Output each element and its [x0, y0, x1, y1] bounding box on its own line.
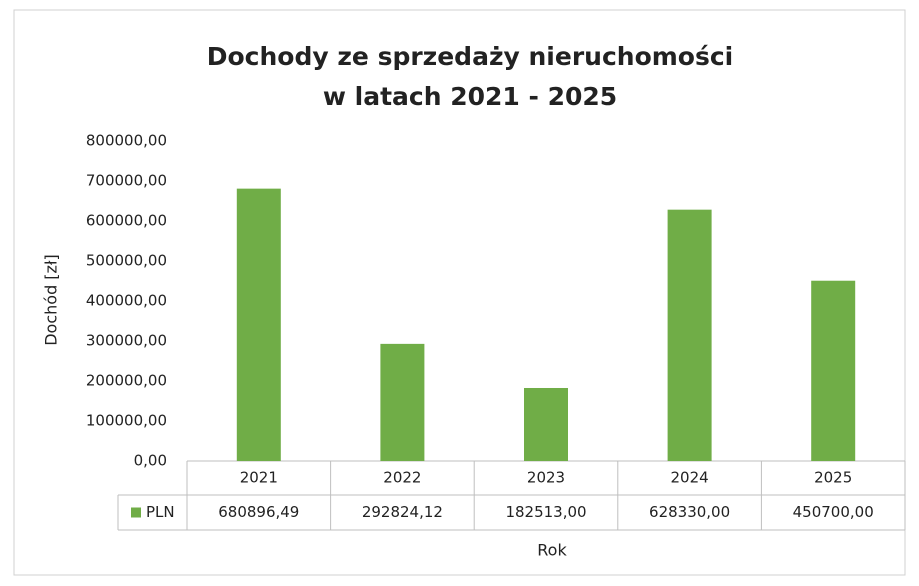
y-tick-label: 600000,00 — [86, 212, 167, 230]
data-table-value: 292824,12 — [362, 503, 443, 521]
data-table-value: 450700,00 — [793, 503, 874, 521]
bar — [667, 209, 712, 461]
x-tick-label: 2022 — [383, 469, 421, 487]
y-tick-label: 300000,00 — [86, 332, 167, 350]
data-table-value: 182513,00 — [505, 503, 586, 521]
x-tick-label: 2021 — [240, 469, 278, 487]
x-tick-label: 2025 — [814, 469, 852, 487]
chart-title: w latach 2021 - 2025 — [323, 82, 617, 111]
data-table-value: 680896,49 — [218, 503, 299, 521]
chart-border — [13, 9, 906, 576]
chart-title: Dochody ze sprzedaży nieruchomości — [207, 42, 734, 71]
y-tick-label: 0,00 — [134, 452, 167, 470]
y-axis-label: Dochód [zł] — [42, 254, 61, 346]
x-tick-label: 2024 — [671, 469, 709, 487]
y-tick-label: 200000,00 — [86, 372, 167, 390]
data-table-value: 628330,00 — [649, 503, 730, 521]
y-tick-label: 400000,00 — [86, 292, 167, 310]
x-axis-label: Rok — [537, 541, 567, 560]
y-tick-label: 100000,00 — [86, 412, 167, 430]
bar — [380, 343, 425, 461]
bar — [236, 188, 281, 461]
y-tick-label: 700000,00 — [86, 172, 167, 190]
y-tick-label: 500000,00 — [86, 252, 167, 270]
bar — [811, 280, 856, 461]
legend-swatch — [131, 507, 141, 518]
y-tick-label: 800000,00 — [86, 132, 167, 150]
bar — [524, 387, 568, 461]
legend-label: PLN — [146, 503, 175, 521]
x-tick-label: 2023 — [527, 469, 565, 487]
